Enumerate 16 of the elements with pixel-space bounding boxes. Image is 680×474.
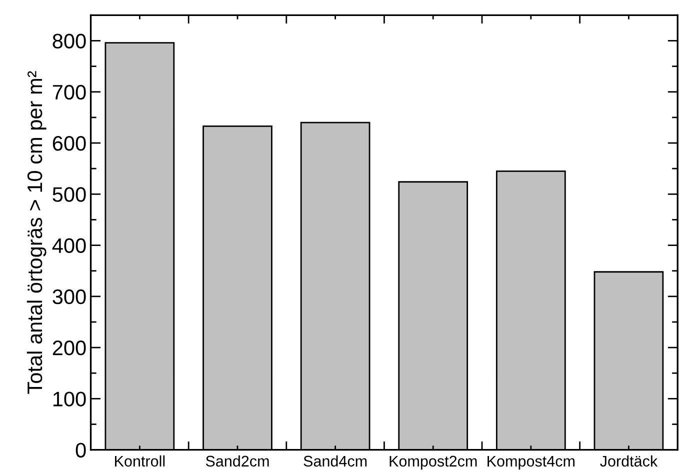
y-tick-label: 400 — [52, 238, 86, 254]
y-tick-label: 100 — [53, 392, 86, 406]
x-tick-label: Kompost4cm — [488, 456, 574, 470]
y-tick-label: 800 — [52, 34, 86, 48]
y-tick-label: 500 — [52, 187, 86, 202]
y-tick-label: 300 — [52, 289, 86, 304]
y-axis-title: Total antal örtogräs > 10 cm per m² — [26, 71, 46, 394]
x-tick-label: Kontroll — [115, 455, 165, 467]
x-tick-label: Sand2cm — [206, 455, 269, 467]
x-tick-label: Sand4cm — [304, 455, 367, 467]
y-tick-label: 600 — [52, 136, 86, 151]
x-tick-label: Kompost2cm — [390, 456, 477, 470]
x-tick-label: Jordtäck — [600, 455, 658, 467]
y-tick-label: 200 — [52, 340, 86, 356]
y-tick-label: 0 — [76, 442, 86, 458]
y-tick-label: 700 — [52, 84, 86, 100]
